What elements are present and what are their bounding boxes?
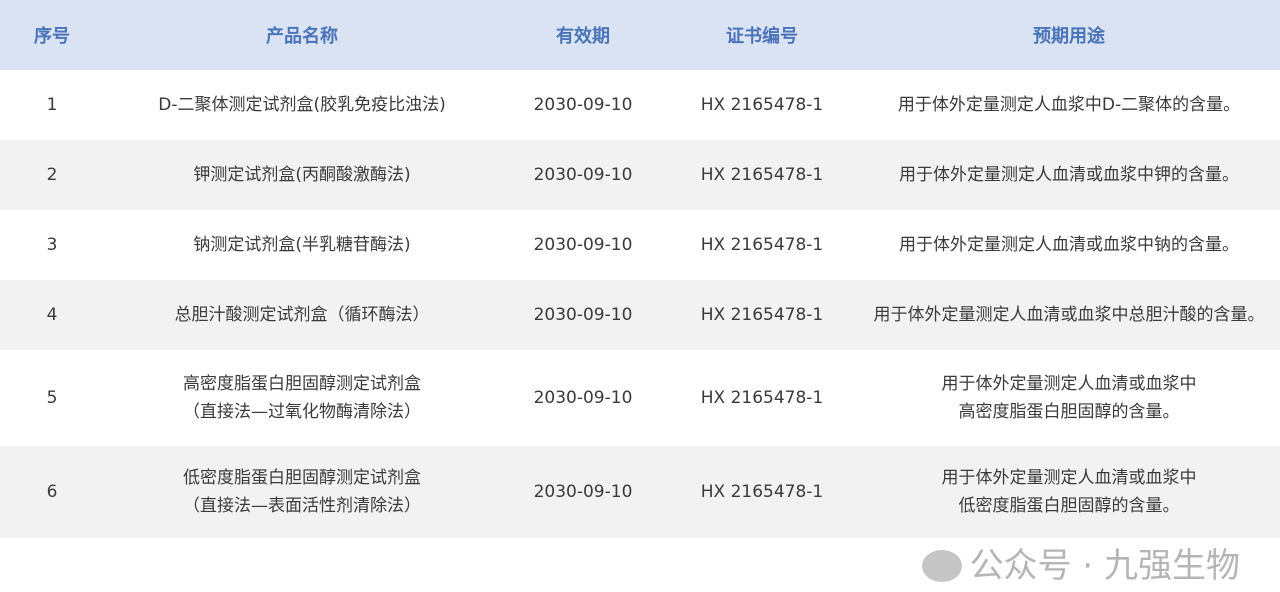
cell-no: 2 — [0, 140, 104, 210]
cell-use: 用于体外定量测定人血浆中D-二聚体的含量。 — [858, 70, 1280, 140]
cell-cert: HX 2165478-1 — [666, 446, 858, 538]
cell-use-line: 用于体外定量测定人血清或血浆中钠的含量。 — [899, 235, 1239, 255]
cell-expiry: 2030-09-10 — [500, 446, 666, 538]
watermark: 公众号 · 九强生物 — [921, 544, 1240, 588]
cell-use-line: 用于体外定量测定人血清或血浆中总胆汁酸的含量。 — [873, 305, 1265, 325]
table-row: 1 D-二聚体测定试剂盒(胶乳免疫比浊法) 2030-09-10 HX 2165478… — [0, 70, 1280, 140]
cell-use-line: 用于体外定量测定人血浆中D-二聚体的含量。 — [897, 95, 1241, 115]
cell-use: 用于体外定量测定人血清或血浆中 低密度脂蛋白胆固醇的含量。 — [858, 446, 1280, 538]
cell-no: 3 — [46, 235, 58, 255]
cell-name: 钾测定试剂盒(丙酮酸激酶法) — [104, 140, 500, 210]
cell-name: 总胆汁酸测定试剂盒（循环酶法） — [104, 280, 500, 350]
table-row: 5 高密度脂蛋白胆固醇测定试剂盒 （直接法—过氧化物酶清除法） 2030-09-10 H… — [0, 350, 1280, 446]
cell-name: 低密度脂蛋白胆固醇测定试剂盒 （直接法—表面活性剂清除法） — [104, 446, 500, 538]
cell-name-line: D-二聚体测定试剂盒(胶乳免疫比浊法) — [158, 95, 446, 115]
table-row: 4 总胆汁酸测定试剂盒（循环酶法） 2030-09-10 HX 2165478-1 用于… — [0, 280, 1280, 350]
table-row: 6 低密度脂蛋白胆固醇测定试剂盒 （直接法—表面活性剂清除法） 2030-09-10 H… — [0, 446, 1280, 538]
cell-use: 用于体外定量测定人血清或血浆中总胆汁酸的含量。 — [858, 280, 1280, 350]
header-no: 序号 — [0, 0, 104, 70]
cell-use-line: 用于体外定量测定人血清或血浆中 — [941, 468, 1197, 488]
header-expiry: 有效期 — [500, 0, 666, 70]
wechat-icon — [921, 550, 962, 582]
cell-use: 用于体外定量测定人血清或血浆中 高密度脂蛋白胆固醇的含量。 — [858, 350, 1280, 446]
cell-expiry: 2030-09-10 — [533, 95, 633, 115]
cell-cert: HX 2165478-1 — [700, 235, 824, 255]
header-cert: 证书编号 — [666, 0, 858, 70]
cell-name-line: 总胆汁酸测定试剂盒（循环酶法） — [174, 305, 430, 325]
header-use: 预期用途 — [858, 0, 1280, 70]
cell-name-line: （直接法—过氧化物酶清除法） — [183, 402, 421, 422]
header-row: 序号 产品名称 有效期 证书编号 预期用途 — [0, 0, 1280, 70]
cell-cert: HX 2165478-1 — [700, 388, 824, 408]
cell-cert: HX 2165478-1 — [666, 280, 858, 350]
cell-no: 5 — [46, 388, 58, 408]
cell-expiry: 2030-09-10 — [500, 140, 666, 210]
product-table: 序号 产品名称 有效期 证书编号 预期用途 1 D-二聚体测定试剂盒(胶乳免疫比浊… — [0, 0, 1280, 538]
table-row: 2 钾测定试剂盒(丙酮酸激酶法) 2030-09-10 HX 2165478-1 用于体… — [0, 140, 1280, 210]
cell-name-line: （直接法—表面活性剂清除法） — [183, 496, 421, 516]
cell-name-line: 高密度脂蛋白胆固醇测定试剂盒 — [183, 374, 421, 394]
cell-name: D-二聚体测定试剂盒(胶乳免疫比浊法) — [104, 70, 500, 140]
cell-use-line: 用于体外定量测定人血清或血浆中钾的含量。 — [899, 165, 1239, 185]
cell-expiry: 2030-09-10 — [533, 235, 633, 255]
cell-cert: HX 2165478-1 — [666, 140, 858, 210]
cell-no: 6 — [0, 446, 104, 538]
cell-use: 用于体外定量测定人血清或血浆中钠的含量。 — [858, 210, 1280, 280]
cell-use-line: 高密度脂蛋白胆固醇的含量。 — [958, 402, 1180, 422]
cell-use: 用于体外定量测定人血清或血浆中钾的含量。 — [858, 140, 1280, 210]
table-row: 3 钠测定试剂盒(半乳糖苷酶法) 2030-09-10 HX 2165478-1 用于体… — [0, 210, 1280, 280]
cell-cert: HX 2165478-1 — [700, 95, 824, 115]
cell-name-line: 低密度脂蛋白胆固醇测定试剂盒 — [183, 468, 421, 488]
cell-use-line: 低密度脂蛋白胆固醇的含量。 — [958, 496, 1180, 516]
cell-name: 钠测定试剂盒(半乳糖苷酶法) — [104, 210, 500, 280]
cell-name: 高密度脂蛋白胆固醇测定试剂盒 （直接法—过氧化物酶清除法） — [104, 350, 500, 446]
cell-use-line: 用于体外定量测定人血清或血浆中 — [941, 374, 1197, 394]
cell-no: 4 — [0, 280, 104, 350]
cell-expiry: 2030-09-10 — [500, 280, 666, 350]
cell-name-line: 钠测定试剂盒(半乳糖苷酶法) — [193, 235, 411, 255]
header-name: 产品名称 — [104, 0, 500, 70]
cell-name-line: 钾测定试剂盒(丙酮酸激酶法) — [193, 165, 411, 185]
cell-no: 1 — [46, 95, 58, 115]
cell-expiry: 2030-09-10 — [533, 388, 633, 408]
watermark-text: 公众号 · 九强生物 — [969, 546, 1240, 586]
